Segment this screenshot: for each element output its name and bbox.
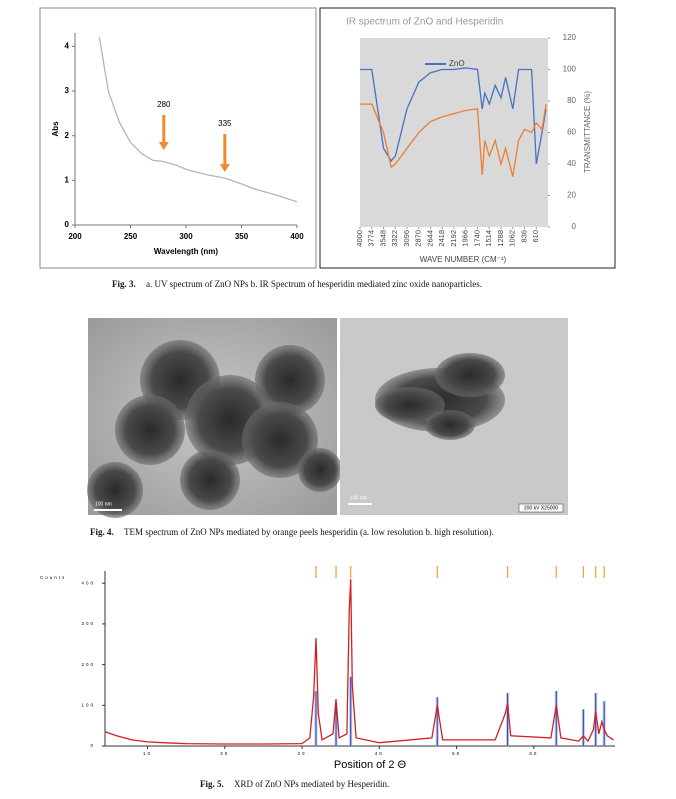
series-line: [360, 67, 547, 165]
y-tick-label: 120: [563, 33, 577, 42]
x-tick-label: 3774: [367, 230, 376, 247]
y-tick-label: 80: [567, 96, 576, 105]
annotation-arrowhead: [158, 142, 169, 150]
series-line: [360, 103, 547, 177]
x-axis-label: Position of 2 Θ: [334, 759, 407, 771]
caption-label: Fig. 5.: [200, 779, 224, 789]
x-tick-label: 50: [452, 751, 461, 756]
series-line: [98, 37, 298, 203]
x-axis-label: WAVE NUMBER (CM⁻¹): [420, 255, 507, 264]
x-tick-label: 10: [143, 751, 152, 756]
tem-image-a: 100 nm: [87, 318, 342, 518]
y-axis-label: Counts: [40, 575, 66, 580]
image-info: 200 kV X25000: [524, 505, 558, 511]
y-tick-label: 0: [65, 220, 70, 229]
series-line: [104, 579, 614, 745]
x-tick-label: 1062: [508, 230, 517, 247]
x-tick-label: 2644: [425, 230, 434, 247]
x-tick-label: 300: [179, 232, 193, 241]
x-tick-label: 1966: [461, 230, 470, 247]
legend-label: ZnO: [449, 59, 465, 68]
tem-image-b: 100 nm 200 kV X25000: [340, 318, 568, 515]
annotation: 280: [157, 100, 171, 109]
scale-label: 100 nm: [95, 501, 112, 507]
x-tick-label: 2870: [414, 230, 423, 247]
x-tick-label: 40: [375, 751, 384, 756]
x-tick-label: 2192: [449, 230, 458, 247]
x-tick-label: 4000: [355, 230, 364, 247]
x-axis-label: Wavelength (nm): [154, 247, 218, 256]
x-tick-label: 610: [531, 230, 540, 243]
y-tick-label: 0: [90, 743, 95, 748]
uv-panel: [39, 7, 317, 269]
x-tick-label: 1514: [484, 230, 493, 247]
caption-label: Fig. 4.: [90, 527, 114, 537]
y-tick-label: 40: [567, 159, 576, 168]
y-tick-label: 1: [65, 175, 70, 184]
x-tick-label: 1740: [472, 230, 481, 247]
y-tick-label: 100: [563, 65, 577, 74]
y-tick-label: 400: [81, 580, 95, 585]
scale-label: 100 nm: [350, 495, 367, 501]
y-axis-label: TRANSMITTANCE (%): [583, 91, 592, 173]
y-tick-label: 0: [572, 222, 577, 231]
chart-title: IR spectrum of ZnO and Hesperidin: [346, 17, 503, 28]
x-tick-label: 400: [290, 232, 304, 241]
y-tick-label: 20: [567, 191, 576, 200]
annotation: 335: [218, 119, 232, 128]
x-tick-label: 30: [298, 751, 307, 756]
x-tick-label: 20: [220, 751, 229, 756]
y-tick-label: 100: [81, 702, 95, 707]
x-tick-label: 1288: [496, 230, 505, 247]
caption-label: Fig. 3.: [112, 279, 136, 289]
x-tick-label: 60: [529, 751, 538, 756]
y-tick-label: 300: [81, 621, 95, 626]
caption: XRD of ZnO NPs mediated by Hesperidin.: [234, 779, 389, 789]
x-tick-label: 3096: [402, 230, 411, 247]
x-tick-label: 3322: [390, 230, 399, 247]
y-tick-label: 2: [65, 131, 70, 140]
x-tick-label: 350: [235, 232, 249, 241]
annotation-arrowhead: [219, 164, 230, 172]
x-tick-label: 3548: [378, 230, 387, 247]
y-axis-label: Abs: [51, 121, 60, 137]
caption: TEM spectrum of ZnO NPs mediated by oran…: [124, 527, 494, 537]
y-tick-label: 4: [65, 42, 70, 51]
y-tick-label: 60: [567, 128, 576, 137]
x-tick-label: 200: [68, 232, 82, 241]
y-tick-label: 200: [81, 662, 95, 667]
x-tick-label: 836: [519, 230, 528, 243]
x-tick-label: 2418: [437, 230, 446, 247]
caption: a. UV spectrum of ZnO NPs b. IR Spectrum…: [146, 279, 482, 289]
y-tick-label: 3: [65, 86, 70, 95]
x-tick-label: 250: [124, 232, 138, 241]
